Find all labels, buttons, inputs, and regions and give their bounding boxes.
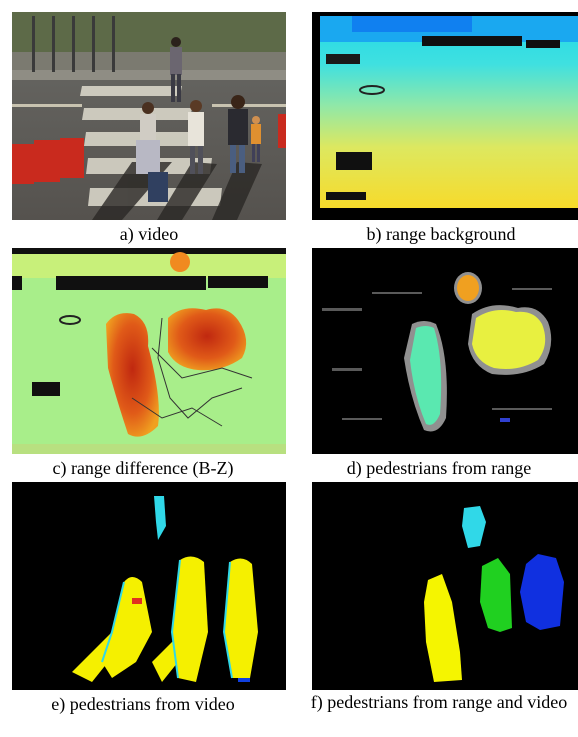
- caption-range-background: b) range background: [366, 224, 516, 244]
- video-frame-graphic: [12, 12, 286, 220]
- caption-range-difference: c) range difference (B-Z): [52, 458, 234, 478]
- range-difference-image: [12, 248, 286, 454]
- caption-pedestrians-range: d) pedestrians from range: [346, 458, 532, 478]
- range-background-graphic: [312, 12, 578, 220]
- range-difference-graphic: [12, 248, 286, 454]
- pedestrians-video-image: [12, 482, 286, 690]
- pedestrians-combined-graphic: [312, 482, 578, 690]
- pedestrians-video-graphic: [12, 482, 286, 690]
- pedestrians-combined-image: [312, 482, 578, 690]
- caption-pedestrians-combined: f) pedestrians from range and video: [310, 692, 568, 712]
- video-frame-image: [12, 12, 286, 220]
- range-background-image: [312, 12, 578, 220]
- pedestrians-range-graphic: [312, 248, 578, 454]
- caption-pedestrians-video: e) pedestrians from video: [51, 694, 235, 714]
- caption-video: a) video: [119, 224, 179, 244]
- pedestrians-range-image: [312, 248, 578, 454]
